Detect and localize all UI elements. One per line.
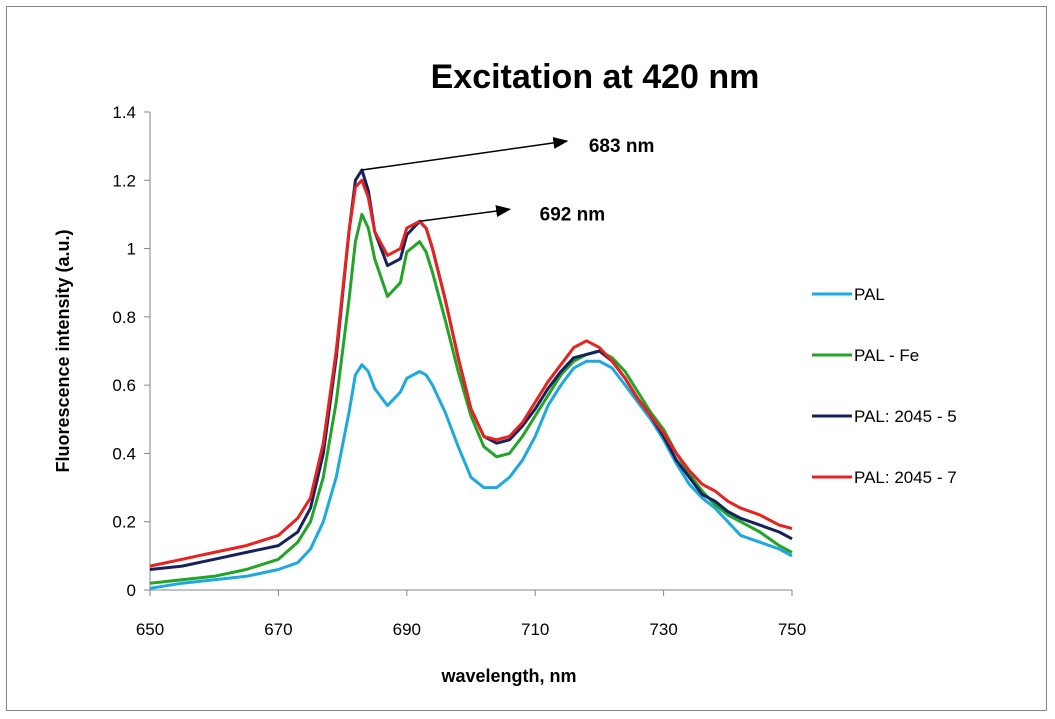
peak-annotations: 683 nm 692 nm	[361, 136, 654, 225]
legend-label: PAL - Fe	[854, 346, 919, 365]
x-tick-label: 750	[778, 620, 806, 639]
y-axis-title: Fluorescence intensity (a.u.)	[53, 229, 73, 472]
chart-frame	[6, 6, 1047, 711]
y-tick-label: 1.4	[112, 103, 136, 122]
y-axis-ticks: 0 0.2 0.4 0.6 0.8 1 1.2 1.4	[112, 103, 150, 600]
x-tick-label: 690	[393, 620, 421, 639]
series-line-pal-fe	[149, 212, 793, 585]
x-axis-ticks: 650 670 690 710 730 750	[136, 590, 806, 639]
legend: PAL PAL - Fe PAL: 2045 - 5 PAL: 2045 - 7	[812, 285, 957, 487]
y-tick-label: 0.2	[112, 513, 136, 532]
y-tick-label: 0.8	[112, 308, 136, 327]
legend-label: PAL: 2045 - 7	[854, 468, 957, 487]
x-tick-label: 670	[264, 620, 292, 639]
annotation-arrow	[419, 205, 512, 223]
annotation-label: 692 nm	[540, 204, 605, 225]
legend-label: PAL	[854, 285, 885, 304]
legend-label: PAL: 2045 - 5	[854, 407, 957, 426]
series-line-pal-2045-7	[149, 178, 793, 568]
x-axis-title: wavelength, nm	[440, 666, 576, 686]
y-tick-label: 0.4	[112, 444, 136, 463]
annotation-label: 683 nm	[589, 136, 654, 157]
y-tick-label: 0	[127, 581, 136, 600]
y-tick-label: 0.6	[112, 376, 136, 395]
series-lines	[149, 168, 793, 590]
y-tick-label: 1	[127, 240, 136, 259]
x-tick-label: 730	[649, 620, 677, 639]
annotation-arrow	[361, 136, 569, 171]
series-line-pal-2045-5	[149, 168, 793, 571]
x-tick-label: 710	[521, 620, 549, 639]
chart-title: Excitation at 420 nm	[431, 58, 760, 96]
y-tick-label: 1.2	[112, 171, 136, 190]
series-line-pal	[149, 359, 793, 590]
x-tick-label: 650	[136, 620, 164, 639]
